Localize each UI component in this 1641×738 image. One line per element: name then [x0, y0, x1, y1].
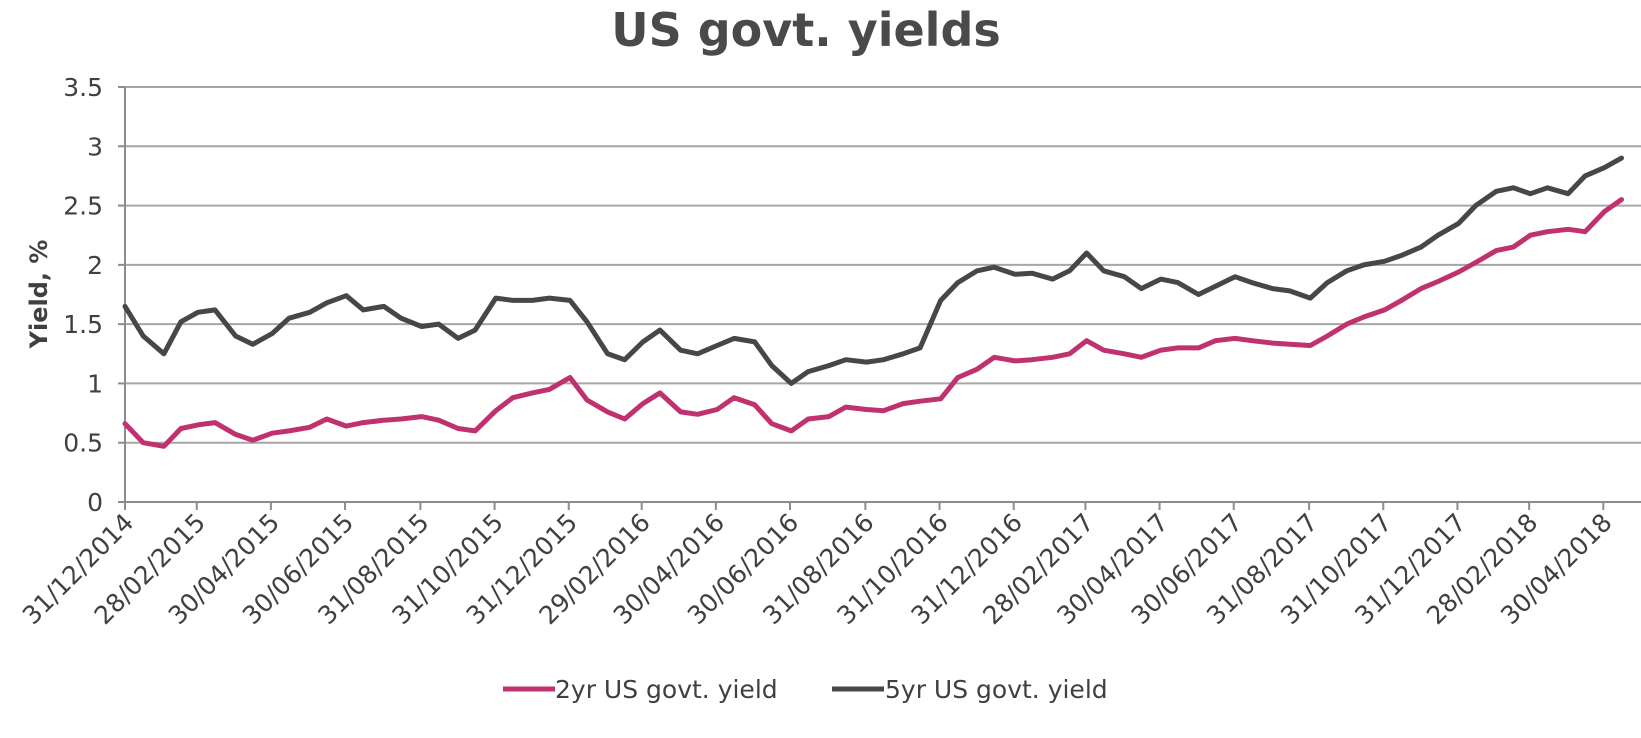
y-axis-ticks: 0 0.5 1 1.5 2 2.5 3 3.5	[63, 73, 125, 517]
y-tick-label: 1.5	[63, 310, 103, 339]
y-tick-label: 3	[87, 132, 103, 161]
legend-label: 2yr US govt. yield	[555, 675, 778, 704]
series-line-5yr	[122, 155, 1624, 386]
y-tick-label: 2.5	[63, 192, 103, 221]
y-tick-label: 3.5	[63, 73, 103, 102]
legend: 2yr US govt. yield 5yr US govt. yield	[503, 675, 1108, 704]
x-axis-ticks: 31/12/201428/02/201530/04/201530/06/2015…	[17, 502, 1618, 630]
y-tick-label: 0.5	[63, 429, 103, 458]
legend-label: 5yr US govt. yield	[885, 675, 1108, 704]
series-lines	[122, 155, 1624, 449]
y-tick-label: 0	[87, 488, 103, 517]
gridlines	[124, 86, 1641, 503]
series-line-2yr	[122, 197, 1624, 449]
chart-title: US govt. yields	[611, 3, 1001, 57]
y-tick-label: 1	[87, 369, 103, 398]
y-tick-label: 2	[87, 251, 103, 280]
y-axis-label: Yield, %	[25, 240, 53, 350]
